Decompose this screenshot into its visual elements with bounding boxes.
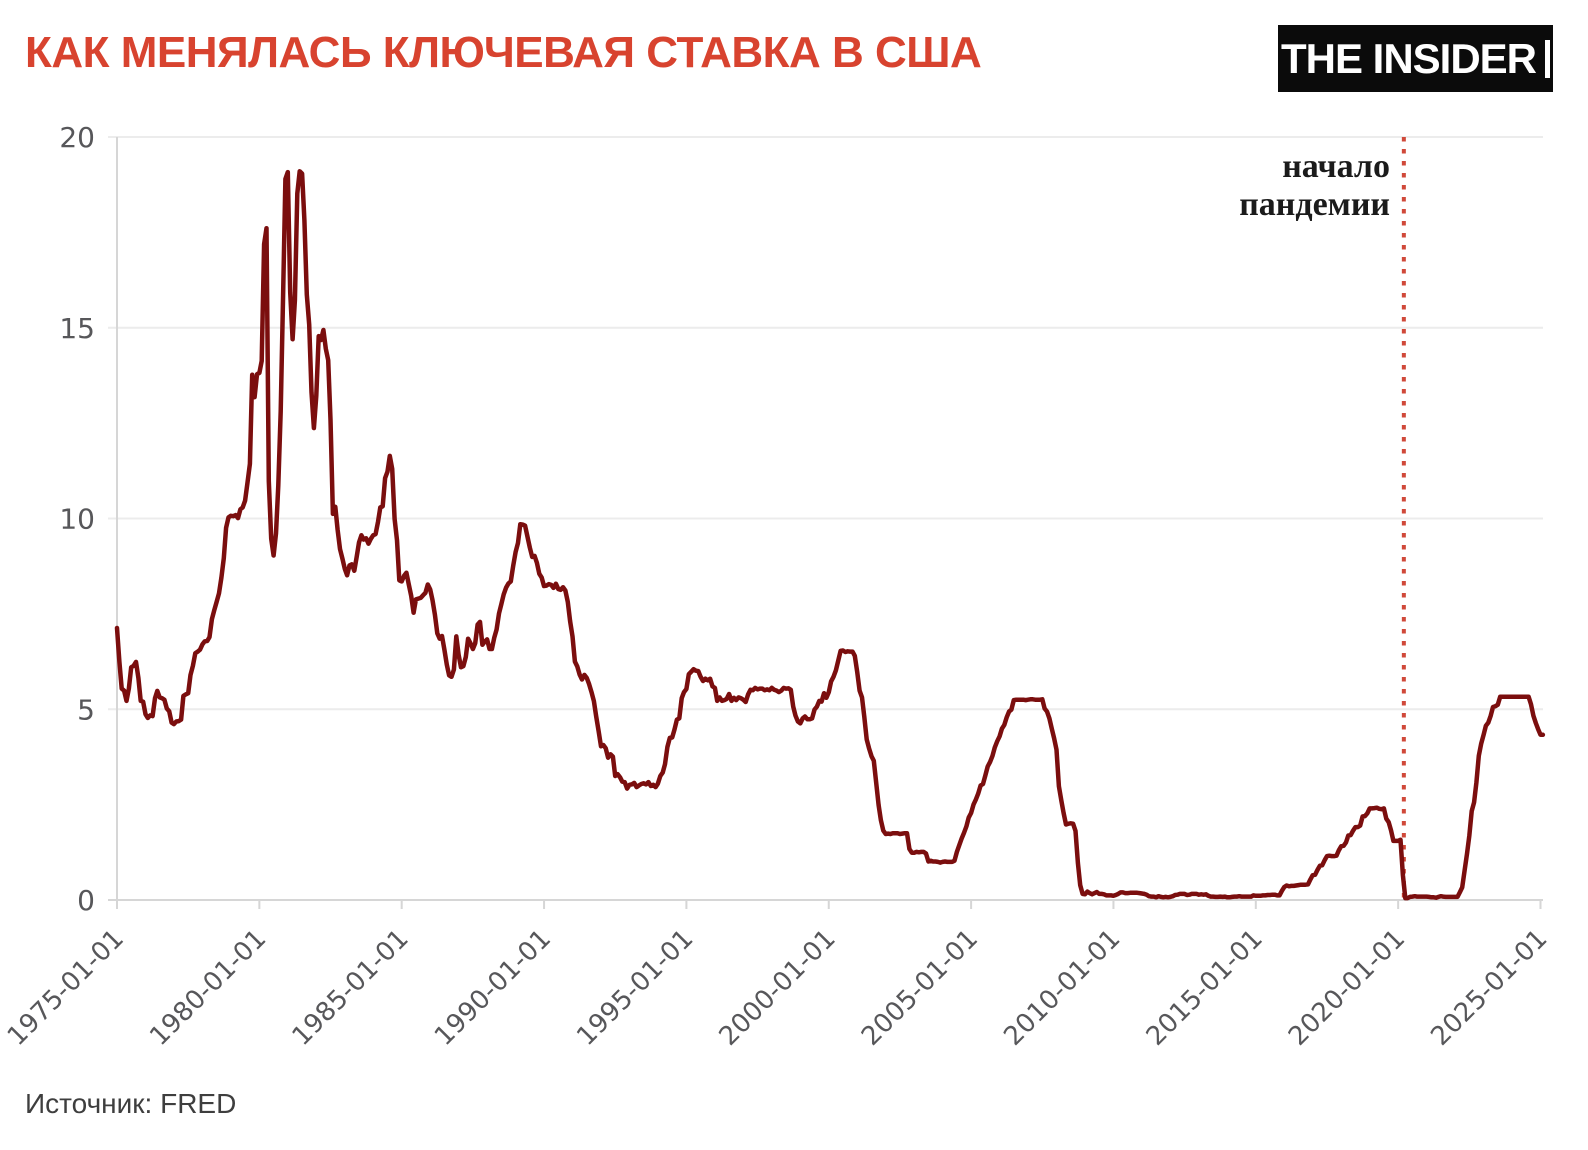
x-tick-label: 2020-01-01 xyxy=(1283,924,1411,1052)
y-tick-label: 15 xyxy=(59,312,95,345)
rate-line-path xyxy=(114,169,1546,901)
y-tick-label: 20 xyxy=(59,121,95,154)
x-tick-label: 2025-01-01 xyxy=(1425,924,1553,1052)
x-tick-label: 2000-01-01 xyxy=(714,924,842,1052)
pandemic-annotation-line2: пандемии xyxy=(1239,186,1390,223)
pandemic-annotation-line1: начало xyxy=(1282,148,1390,185)
x-tick-label: 1980-01-01 xyxy=(144,924,272,1052)
x-tick-label: 1985-01-01 xyxy=(287,924,415,1052)
x-tick-label: 1990-01-01 xyxy=(429,924,557,1052)
the-insider-logo: THE INSIDER xyxy=(1278,25,1553,92)
x-tick-label: 1995-01-01 xyxy=(571,924,699,1052)
x-tick-label: 2005-01-01 xyxy=(856,924,984,1052)
pandemic-annotation: начало пандемии xyxy=(1239,148,1390,224)
y-tick-label: 5 xyxy=(77,693,95,726)
logo-bar-icon xyxy=(1545,39,1551,78)
source-caption: Источник: FRED xyxy=(25,1088,237,1119)
x-tick-label: 2015-01-01 xyxy=(1141,924,1269,1052)
x-tick-label: 1975-01-01 xyxy=(2,924,130,1052)
y-tick-label: 10 xyxy=(59,503,95,536)
x-tick-label: 2010-01-01 xyxy=(998,924,1126,1052)
logo-text: THE INSIDER xyxy=(1280,34,1537,82)
page-title: КАК МЕНЯЛАСЬ КЛЮЧЕВАЯ СТАВКА В США xyxy=(25,28,982,77)
y-tick-label: 0 xyxy=(77,884,95,917)
